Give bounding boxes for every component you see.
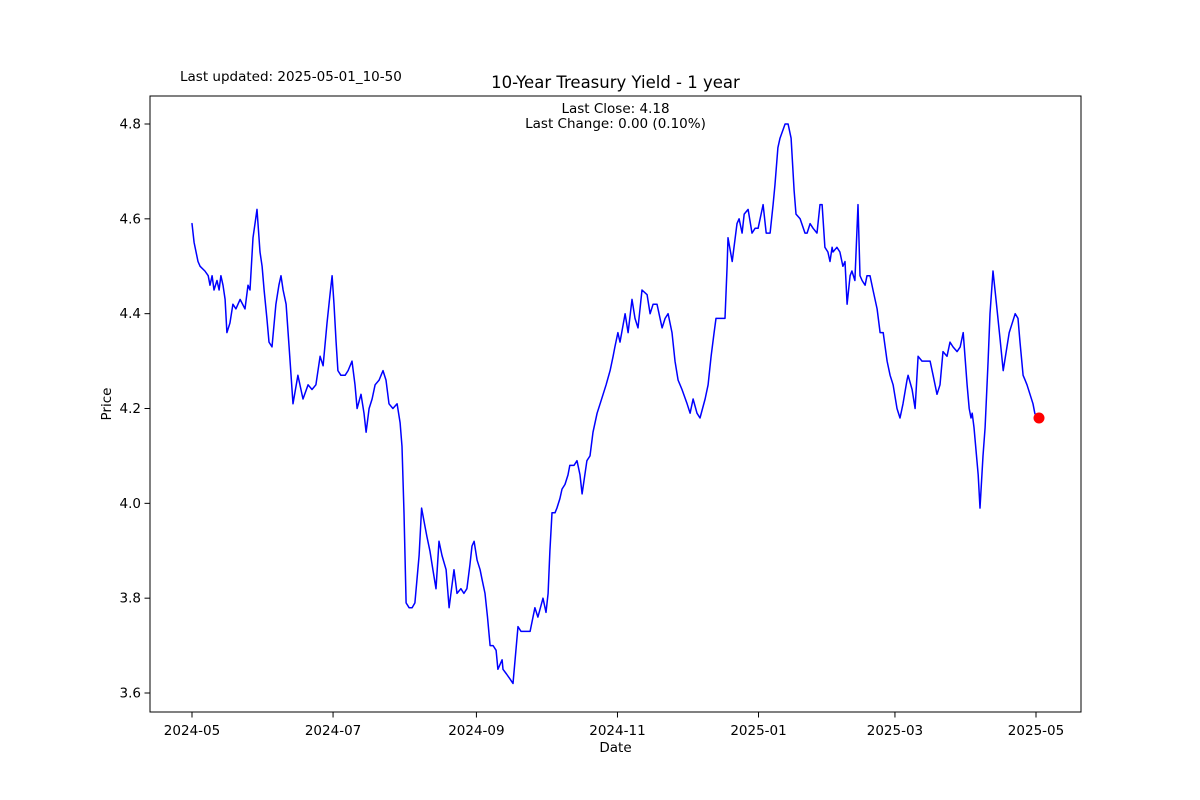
chart-title: 10-Year Treasury Yield - 1 year xyxy=(491,73,740,92)
x-axis-ticks: 2024-05 2024-07 2024-09 2024-11 2025-01 2025-… xyxy=(164,712,1064,739)
last-change-label: Last Change: 0.00 (0.10%) xyxy=(525,116,706,132)
x-tick-label: 2024-07 xyxy=(305,723,361,739)
y-tick-label: 4.0 xyxy=(120,496,141,512)
price-line xyxy=(191,123,1040,685)
x-tick-label: 2025-05 xyxy=(1008,723,1064,739)
y-tick-label: 3.8 xyxy=(120,591,141,607)
plot-frame xyxy=(149,95,1082,713)
y-tick-label: 4.8 xyxy=(120,117,141,133)
x-tick-label: 2025-03 xyxy=(867,723,923,739)
x-axis-title: Date xyxy=(599,740,631,756)
last-price-dot xyxy=(1033,412,1045,424)
price-line-group xyxy=(191,123,1045,685)
y-tick-label: 3.6 xyxy=(120,686,141,702)
y-axis-ticks: 3.6 3.8 4.0 4.2 4.4 4.6 4.8 xyxy=(120,117,150,702)
y-tick-label: 4.2 xyxy=(120,401,141,417)
y-axis-title: Price xyxy=(99,388,115,421)
last-updated-annotation: Last updated: 2025-05-01_10-50 xyxy=(180,69,402,85)
x-tick-label: 2024-11 xyxy=(589,723,645,739)
y-tick-label: 4.4 xyxy=(120,306,141,322)
x-tick-label: 2025-01 xyxy=(730,723,786,739)
x-tick-label: 2024-09 xyxy=(448,723,504,739)
y-tick-label: 4.6 xyxy=(120,211,141,227)
last-close-label: Last Close: 4.18 xyxy=(561,101,669,117)
x-tick-label: 2024-05 xyxy=(164,723,220,739)
